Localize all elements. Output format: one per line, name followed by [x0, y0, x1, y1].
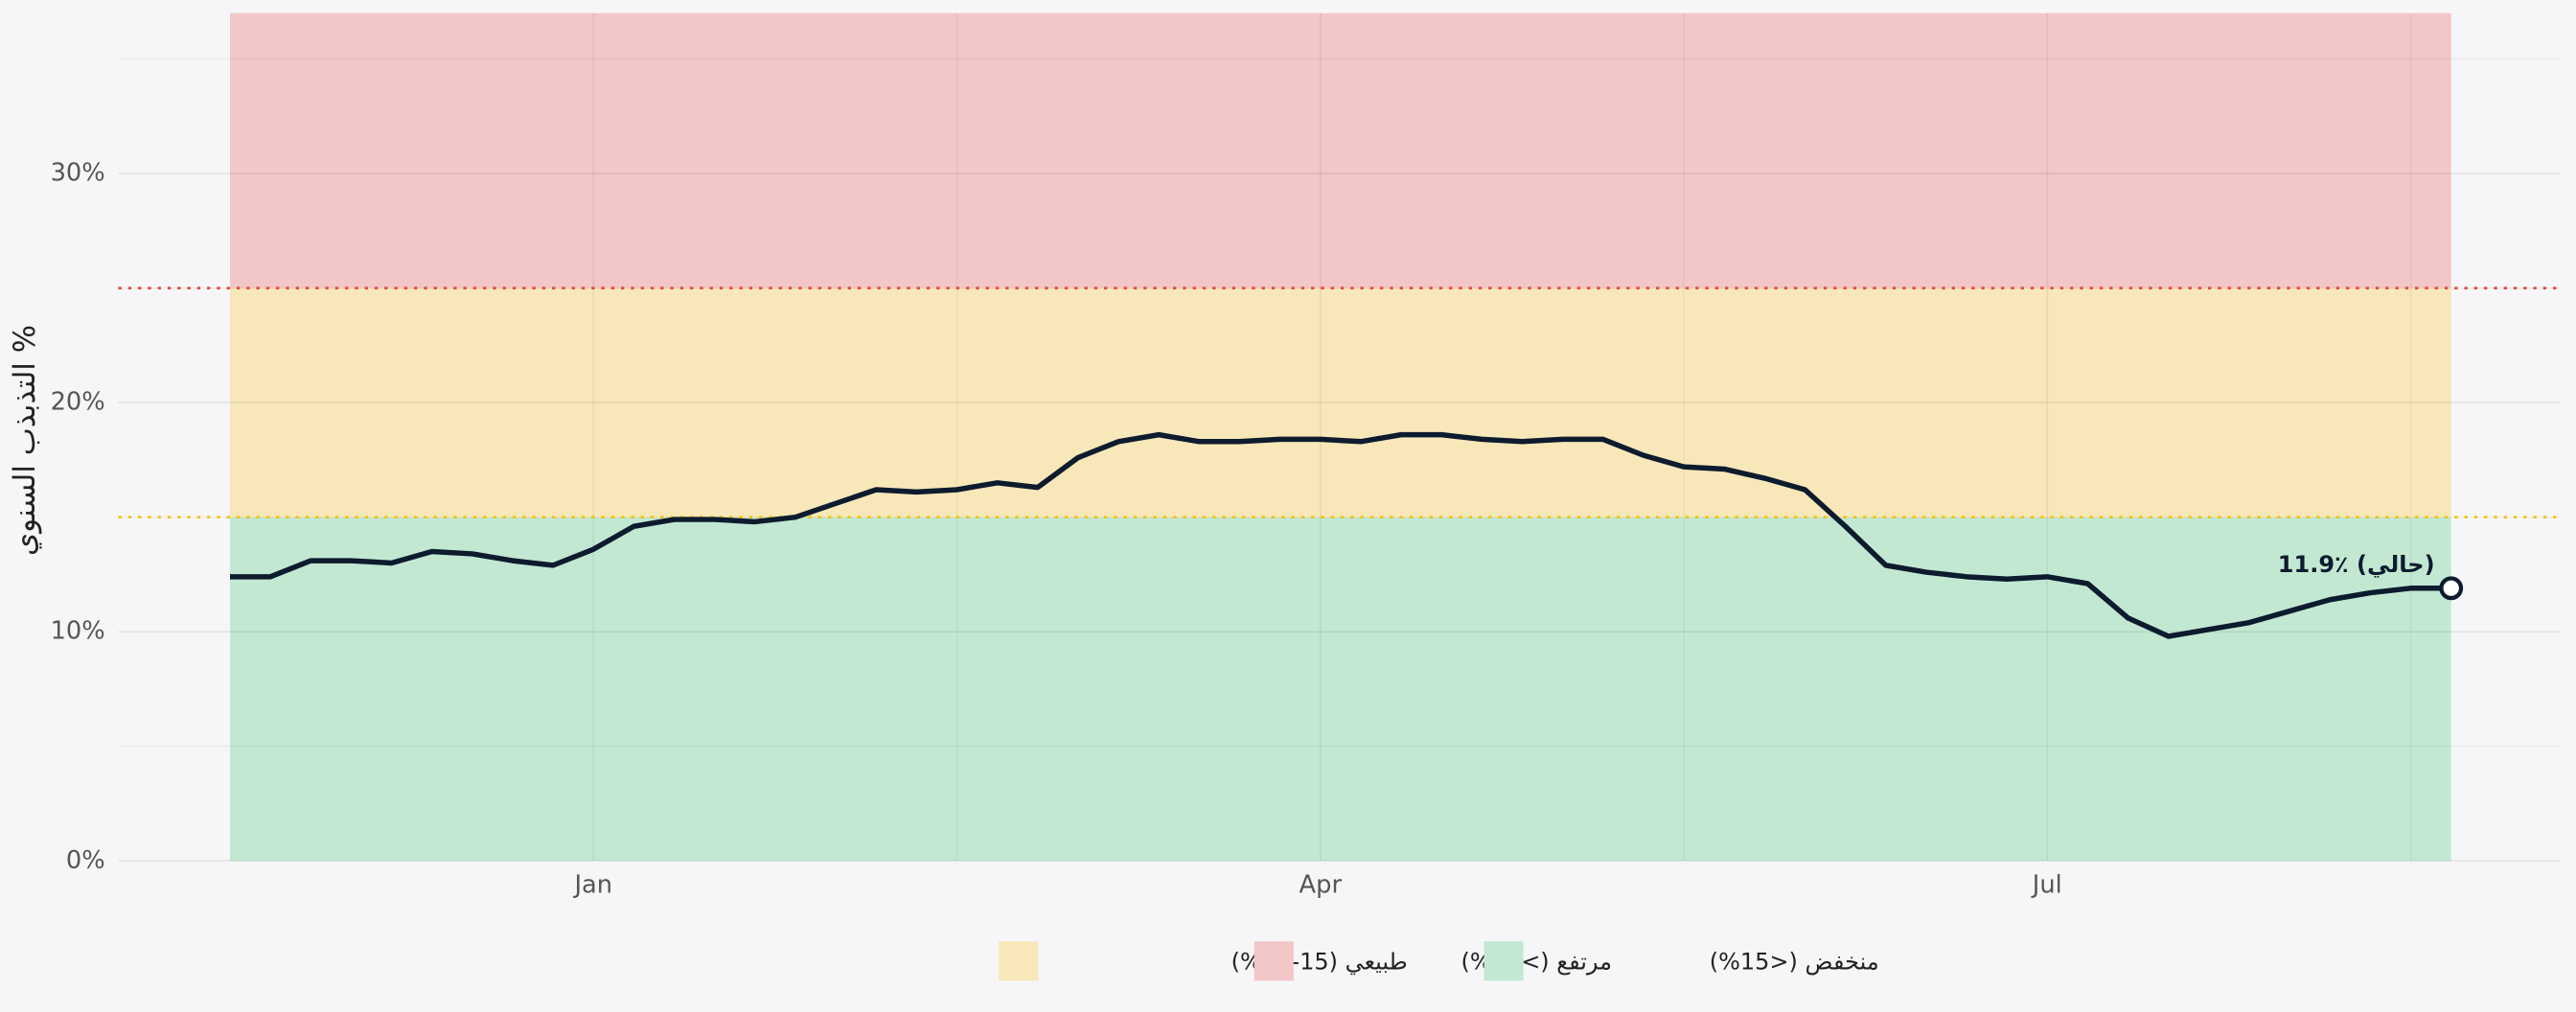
y-tick-label: 10%	[51, 617, 105, 646]
annotation: 11.9٪ (حالي)	[2278, 551, 2435, 578]
legend: طبيعي (15-25%)مرتفع (>25%)منخفض (<15%)	[999, 941, 1879, 981]
band	[230, 12, 2451, 288]
x-tick-label: Apr	[1300, 870, 1343, 899]
band	[230, 288, 2451, 518]
x-tick-label: Jan	[572, 870, 612, 899]
legend-label: منخفض (<15%)	[1710, 949, 1879, 976]
line	[230, 431, 2451, 639]
end-marker	[2439, 576, 2464, 601]
legend-label: مرتفع (>25%)	[1460, 949, 1612, 976]
y-tick-label: 30%	[51, 159, 105, 188]
legend-swatch	[1484, 941, 1524, 981]
y-axis-label: التذبذب السنوي %	[8, 325, 42, 556]
band	[230, 517, 2451, 862]
y-tick-label: 20%	[51, 388, 105, 417]
legend-swatch	[999, 941, 1039, 981]
y-tick-label: 0%	[66, 846, 105, 875]
legend-swatch	[1254, 941, 1294, 981]
x-tick-label: Jul	[2031, 870, 2062, 899]
